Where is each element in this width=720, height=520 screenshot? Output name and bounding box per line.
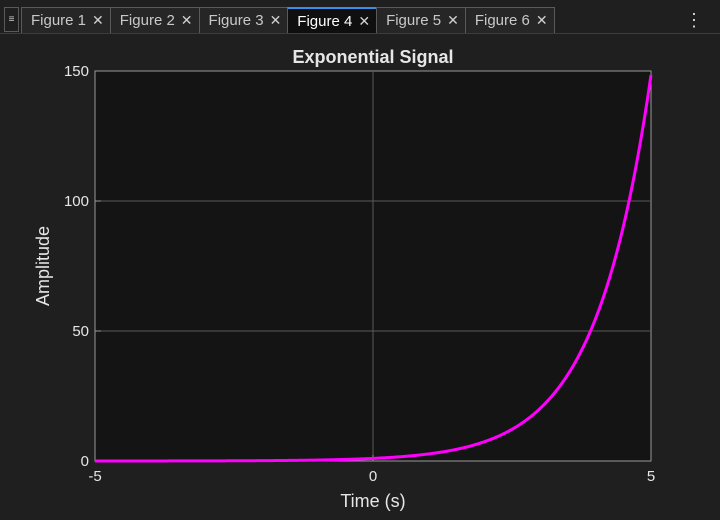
tab-figure-6[interactable]: Figure 6 ✕ xyxy=(464,7,555,33)
hamburger-menu-icon[interactable]: ≡ xyxy=(4,7,19,32)
vertical-ellipsis-icon[interactable]: ⋮ xyxy=(685,10,703,30)
x-tick-label: -5 xyxy=(88,468,101,485)
close-icon[interactable]: ✕ xyxy=(180,12,193,28)
tab-label: Figure 2 xyxy=(119,12,175,29)
y-tick-label: 100 xyxy=(64,193,89,210)
tab-bar-divider xyxy=(0,33,720,34)
y-tick-label: 0 xyxy=(81,453,89,470)
close-icon[interactable]: ✕ xyxy=(447,12,459,28)
y-tick-label: 150 xyxy=(64,63,89,80)
close-icon[interactable]: ✕ xyxy=(535,12,548,28)
tab-label: Figure 4 xyxy=(297,12,353,30)
tab-label: Figure 6 xyxy=(474,12,530,29)
tab-label: Figure 1 xyxy=(31,12,87,29)
figure-tab-bar: ≡ Figure 1 ✕ Figure 2 ✕ Figure 3 ✕ Figure 4 ✕ Fi… xyxy=(0,0,720,34)
tab-figure-3[interactable]: Figure 3 ✕ xyxy=(198,7,289,33)
series-lines xyxy=(94,74,653,463)
x-tick-label: 0 xyxy=(369,468,377,485)
close-icon[interactable]: ✕ xyxy=(358,12,371,29)
series-line xyxy=(94,74,653,463)
grid-lines xyxy=(95,71,651,461)
tab-figure-1[interactable]: Figure 1 ✕ xyxy=(21,7,111,33)
chart-title: Exponential Signal xyxy=(292,47,453,67)
y-tick-label: 50 xyxy=(72,323,89,340)
tab-figure-4[interactable]: Figure 4 ✕ xyxy=(287,7,378,33)
tab-label: Figure 3 xyxy=(208,12,264,29)
close-icon[interactable]: ✕ xyxy=(269,12,282,28)
figure-window: -5 0 5 0 50 100 150 Exponential Signal Time (s… xyxy=(0,34,720,515)
x-axis-label: Time (s) xyxy=(340,491,405,511)
y-axis-label: Amplitude xyxy=(33,226,53,306)
close-icon[interactable]: ✕ xyxy=(92,12,104,28)
x-tick-label: 5 xyxy=(647,468,655,485)
tab-figure-2[interactable]: Figure 2 ✕ xyxy=(109,7,200,33)
tab-figure-5[interactable]: Figure 5 ✕ xyxy=(376,7,466,33)
tab-strip: Figure 1 ✕ Figure 2 ✕ Figure 3 ✕ Figure 4 ✕ Figu… xyxy=(21,7,555,33)
tab-label: Figure 5 xyxy=(386,12,442,29)
